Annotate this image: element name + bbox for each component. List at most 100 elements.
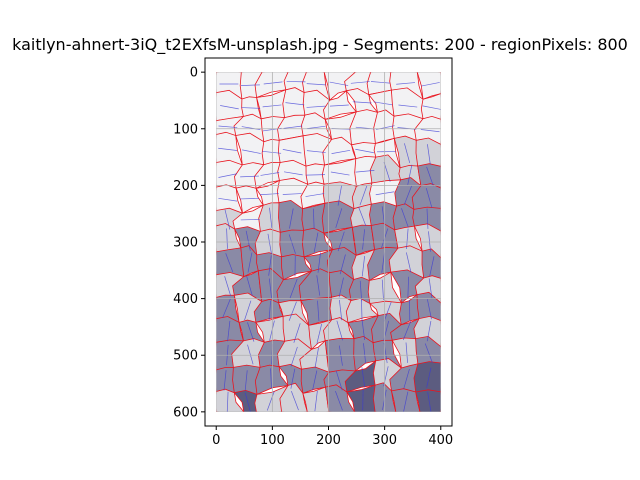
x-tick-label: 100 [260,433,285,448]
orientation-line [313,232,319,253]
orientation-line [375,191,395,196]
segment-cell [416,72,441,100]
orientation-line [406,252,412,273]
orientation-line [407,164,413,185]
orientation-line [335,208,343,228]
orientation-line [331,149,351,154]
orientation-line [426,367,432,388]
orientation-line [337,185,342,206]
orientation-line [223,370,227,391]
orientation-line [268,255,272,276]
orientation-line [314,347,319,368]
y-tick-label: 500 [173,349,198,364]
segment-cell [415,389,441,412]
segment-cell [413,361,441,395]
segment-cell [417,163,441,191]
orientation-line [422,105,441,110]
orientation-line [426,321,432,342]
orientation-line [259,193,279,196]
orientation-line [329,104,349,107]
orientation-line [426,166,434,187]
orientation-line [267,233,272,254]
orientation-line [338,345,343,366]
orientation-line [358,206,367,226]
orientation-line [312,208,315,230]
orientation-line [359,185,368,206]
orientation-line [218,197,238,202]
orientation-line [363,343,367,364]
orientation-line [427,299,432,320]
segment-cell [421,248,441,282]
orientation-line [225,253,234,273]
orientation-line [424,343,433,363]
orientation-line [383,162,391,182]
orientation-line [241,84,260,86]
segment-cell [324,337,357,374]
orientation-line [312,370,318,391]
orientation-line [262,150,282,154]
orientation-lines [218,81,441,412]
orientation-line [355,170,375,173]
y-tick-label: 200 [173,179,198,194]
orientation-line [398,104,418,108]
orientation-line [218,147,238,151]
y-tick-label: 600 [173,405,198,420]
orientation-line [226,228,228,249]
orientation-line [282,149,302,154]
orientation-line [244,300,252,321]
orientation-line [370,81,390,84]
orientation-line [224,276,231,296]
orientation-line [226,391,229,412]
orientation-line [306,150,326,153]
orientation-line [306,105,326,108]
orientation-line [381,252,385,273]
orientation-line [405,342,408,363]
orientation-line [361,256,365,277]
x-axis: 0 100 200 300 400 [212,426,453,448]
orientation-line [266,391,275,411]
y-tick-label: 400 [173,292,198,307]
orientation-line [222,298,231,318]
orientation-line [381,279,384,300]
plot-area [216,72,441,412]
orientation-line [263,81,283,85]
orientation-line [403,391,409,412]
x-tick-label: 300 [372,433,397,448]
orientation-line [244,392,251,412]
orientation-line [306,174,326,176]
orientation-line [361,367,366,388]
orientation-line [428,231,431,252]
orientation-line [403,185,412,205]
orientation-line [306,83,326,86]
orientation-line [339,299,343,321]
orientation-line [314,390,318,412]
orientation-line [339,254,346,275]
orientation-line [290,368,296,389]
orientation-line [355,148,374,154]
orientation-line [338,277,344,298]
orientation-line [330,171,350,176]
orientation-line [425,188,433,208]
orientation-line [335,370,343,391]
orientation-line [305,193,325,197]
x-tick-label: 200 [316,433,341,448]
orientation-line [291,390,299,411]
orientation-line [373,101,393,106]
chart-title: kaitlyn-ahnert-3iQ_t2EXfsM-unsplash.jpg … [12,35,628,55]
orientation-line [285,102,305,106]
orientation-line [288,301,297,321]
orientation-line [401,208,409,228]
orientation-line [290,346,298,367]
orientation-line [288,234,296,254]
orientation-line [240,198,259,200]
orientation-line [383,302,392,322]
orientation-line [289,278,298,299]
orientation-line [429,256,435,277]
orientation-line [337,231,345,252]
orientation-line [362,229,365,250]
orientation-line [218,125,238,128]
orientation-line [224,209,231,230]
y-tick-label: 100 [173,122,198,137]
orientation-line [403,368,410,389]
